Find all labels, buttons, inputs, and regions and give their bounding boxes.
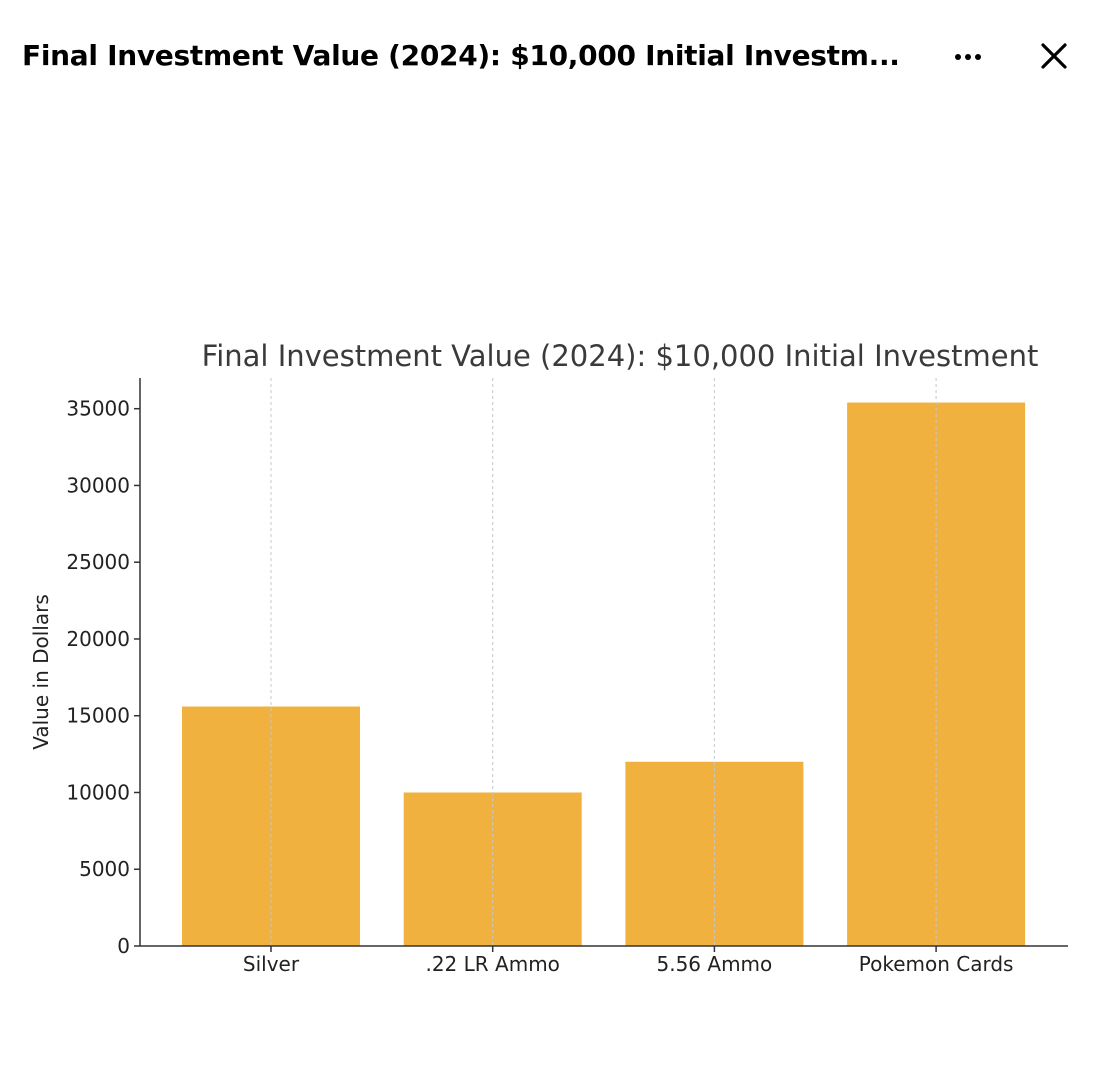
y-tick-label: 20000 xyxy=(66,627,130,651)
y-tick-label: 5000 xyxy=(79,857,130,881)
y-tick-label: 15000 xyxy=(66,704,130,728)
chart-container: Final Investment Value (2024): $10,000 I… xyxy=(0,112,1105,1070)
y-tick-label: 10000 xyxy=(66,780,130,804)
ellipsis-icon-dot xyxy=(965,54,971,60)
x-tick-label: .22 LR Ammo xyxy=(425,952,559,976)
chart-title: Final Investment Value (2024): $10,000 I… xyxy=(202,339,1039,373)
more-options-button[interactable] xyxy=(945,36,991,76)
x-tick-label: 5.56 Ammo xyxy=(657,952,773,976)
y-tick-label: 25000 xyxy=(66,550,130,574)
close-icon xyxy=(1041,43,1067,69)
bar-silver xyxy=(182,706,360,946)
window-title: Final Investment Value (2024): $10,000 I… xyxy=(22,39,900,72)
ellipsis-icon xyxy=(955,54,961,60)
close-button[interactable] xyxy=(1034,36,1074,76)
x-tick-label: Pokemon Cards xyxy=(859,952,1014,976)
y-tick-label: 30000 xyxy=(66,473,130,497)
y-tick-label: 0 xyxy=(117,934,130,958)
y-axis-label: Value in Dollars xyxy=(29,594,53,750)
y-tick-label: 35000 xyxy=(66,397,130,421)
x-tick-label: Silver xyxy=(243,952,300,976)
bar-22-lr-ammo xyxy=(403,792,582,946)
ellipsis-icon-dot xyxy=(975,54,981,60)
bar-chart: Final Investment Value (2024): $10,000 I… xyxy=(29,339,1068,976)
window-header: Final Investment Value (2024): $10,000 I… xyxy=(0,0,1105,112)
